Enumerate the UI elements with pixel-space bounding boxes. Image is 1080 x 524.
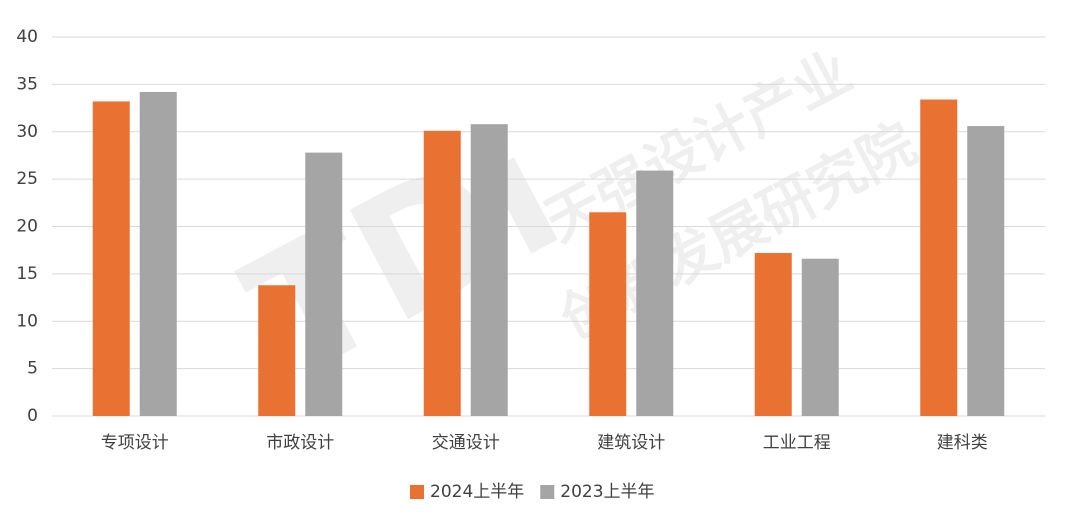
bar bbox=[801, 258, 839, 416]
x-tick-label: 建科类 bbox=[937, 433, 988, 453]
x-tick-label: 建筑设计 bbox=[597, 433, 665, 453]
y-tick-label: 40 bbox=[16, 27, 38, 47]
y-tick-label: 0 bbox=[27, 406, 38, 426]
y-tick-label: 15 bbox=[16, 264, 38, 284]
bar bbox=[967, 126, 1005, 416]
bar bbox=[305, 152, 343, 416]
bar bbox=[636, 170, 674, 416]
bar bbox=[92, 101, 130, 417]
y-tick-label: 5 bbox=[27, 359, 38, 379]
bar bbox=[139, 91, 177, 416]
legend-label: 2024上半年 bbox=[430, 482, 524, 502]
y-tick-label: 10 bbox=[16, 311, 38, 331]
bar bbox=[754, 253, 792, 416]
bar bbox=[423, 130, 461, 417]
x-tick-label: 市政设计 bbox=[266, 433, 334, 453]
y-tick-label: 25 bbox=[16, 169, 38, 189]
legend-label: 2023上半年 bbox=[560, 482, 654, 502]
y-tick-label: 35 bbox=[16, 74, 38, 94]
y-tick-label: 20 bbox=[16, 217, 38, 237]
bar bbox=[589, 212, 627, 416]
legend-swatch bbox=[410, 485, 424, 499]
bar bbox=[258, 285, 296, 416]
y-tick-label: 30 bbox=[16, 122, 38, 142]
x-tick-label: 专项设计 bbox=[101, 433, 169, 453]
bar bbox=[470, 124, 508, 417]
legend-swatch bbox=[540, 485, 555, 499]
bar bbox=[920, 99, 958, 416]
x-tick-label: 工业工程 bbox=[763, 433, 831, 453]
x-tick-label: 交通设计 bbox=[432, 433, 500, 453]
